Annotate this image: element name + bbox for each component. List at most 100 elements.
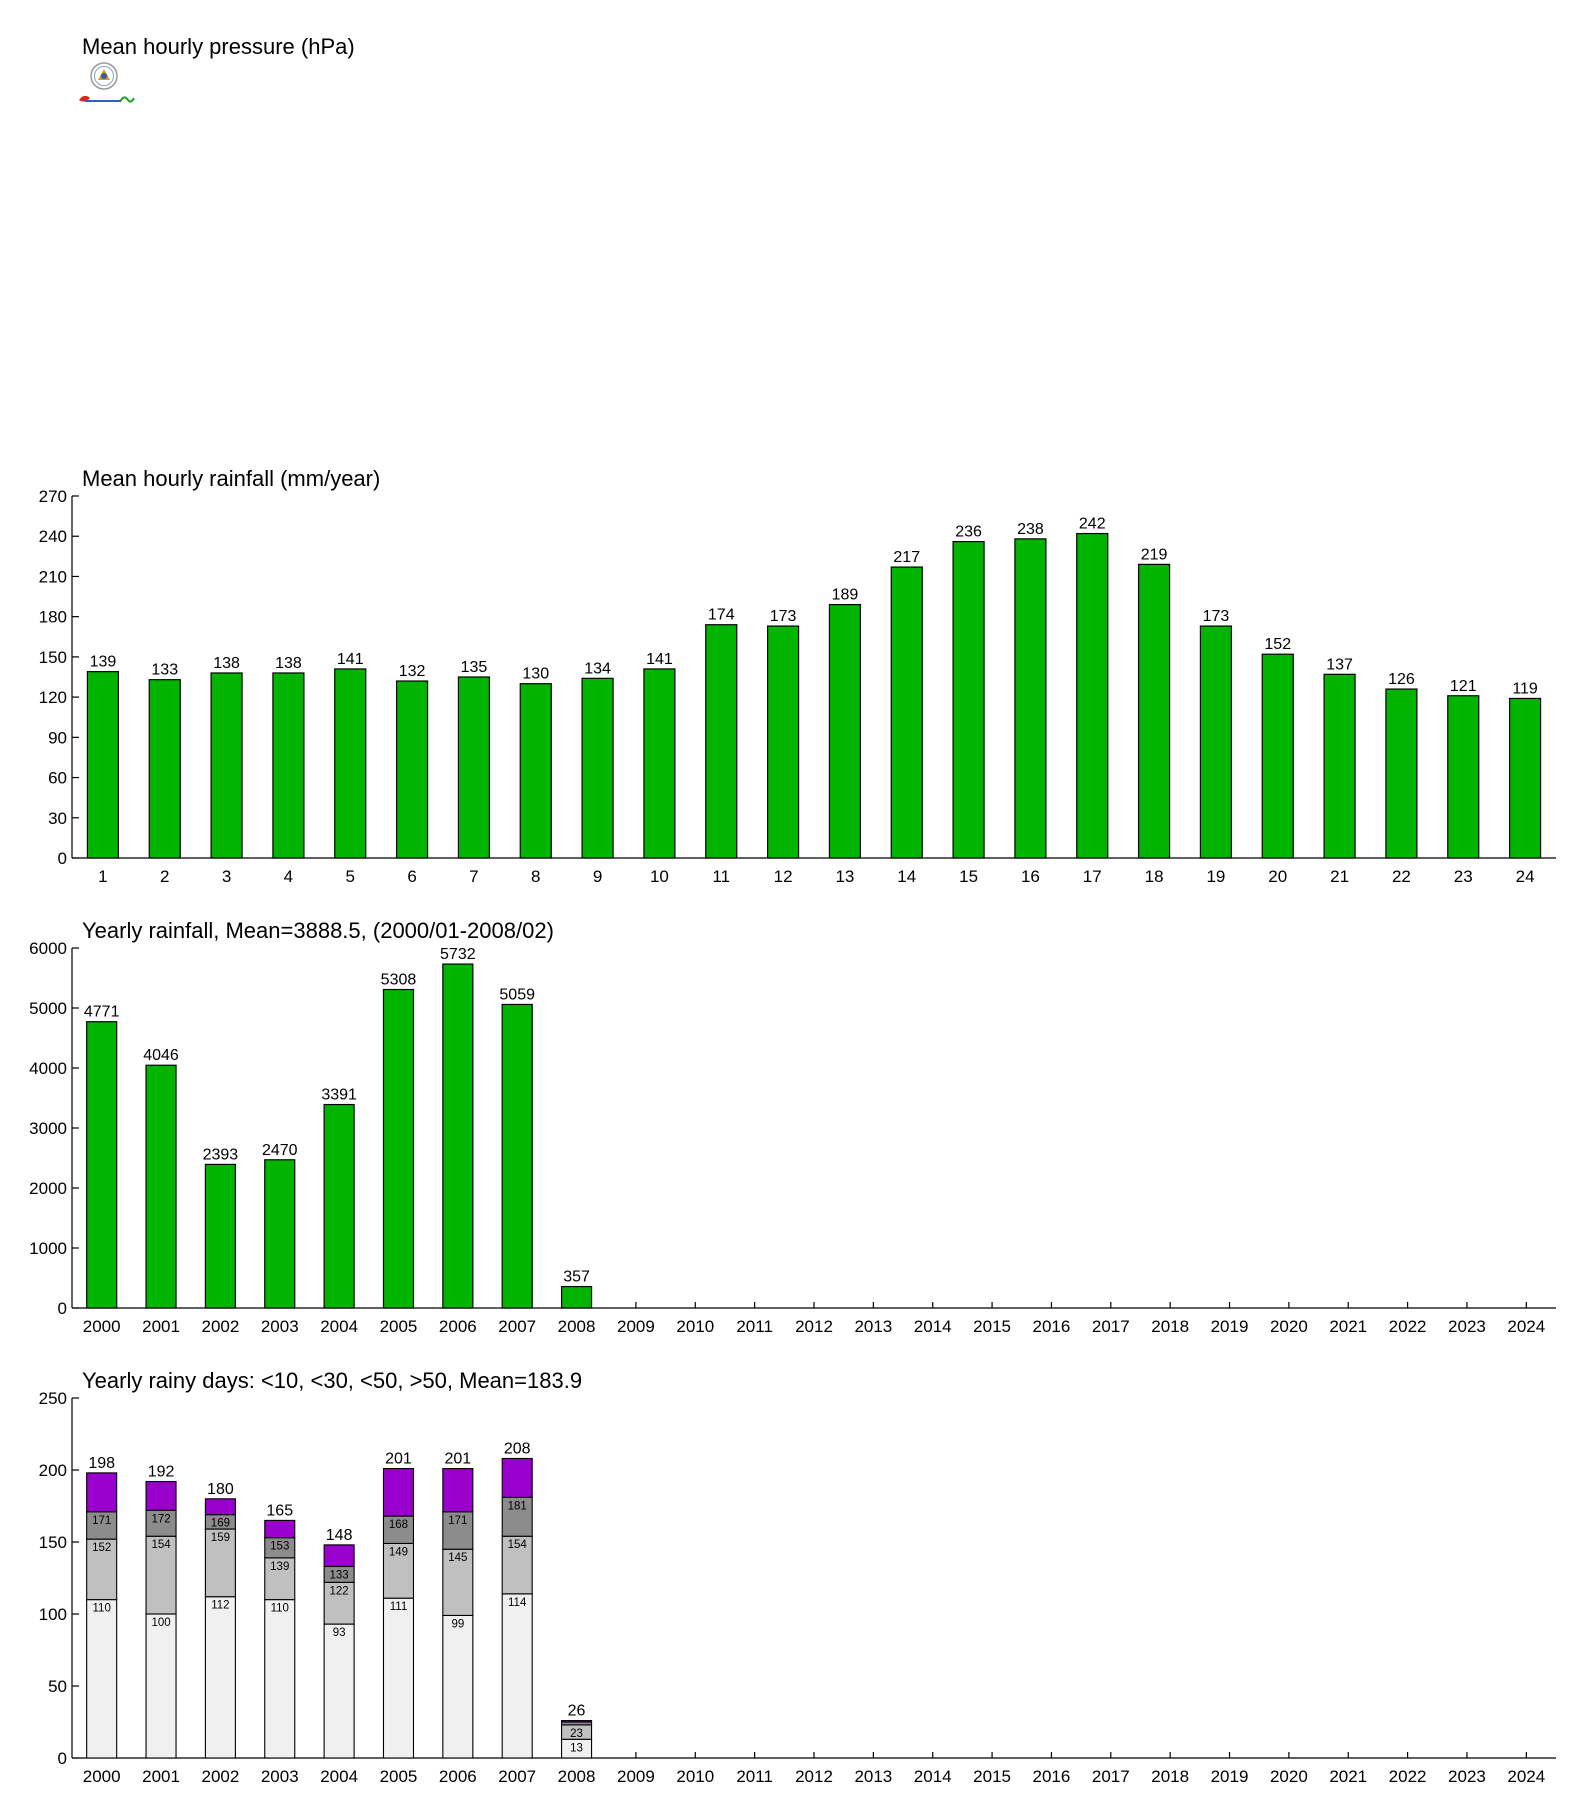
x-tick-label: 14 bbox=[897, 867, 916, 886]
stack-segment-lt30 bbox=[323, 1581, 355, 1625]
x-tick-label: 2001 bbox=[142, 1767, 180, 1786]
x-tick-label: 2022 bbox=[1389, 1767, 1427, 1786]
x-tick-label: 2013 bbox=[854, 1317, 892, 1336]
x-tick-label: 2016 bbox=[1033, 1767, 1071, 1786]
x-tick-label: 2000 bbox=[83, 1317, 121, 1336]
bar bbox=[145, 1064, 177, 1309]
x-tick-label: 19 bbox=[1206, 867, 1225, 886]
segment-boundary-label: 23 bbox=[570, 1728, 583, 1740]
bar-value-label: 132 bbox=[399, 663, 426, 680]
bar bbox=[1508, 697, 1542, 859]
stack-segment-total bbox=[86, 1472, 118, 1513]
bar bbox=[148, 679, 181, 859]
bar-value-label: 5308 bbox=[381, 972, 417, 989]
segment-boundary-label: 181 bbox=[508, 1500, 527, 1512]
x-tick-label: 1 bbox=[98, 867, 107, 886]
bar bbox=[1076, 532, 1109, 859]
stack-segment-total bbox=[442, 1468, 474, 1513]
segment-boundary-label: 122 bbox=[330, 1585, 349, 1597]
x-tick-label: 2002 bbox=[201, 1317, 239, 1336]
segment-boundary-label: 111 bbox=[390, 1601, 407, 1613]
x-tick-label: 2010 bbox=[676, 1317, 714, 1336]
stack-segment-total bbox=[264, 1519, 296, 1539]
stack-segment-total bbox=[145, 1480, 177, 1511]
stack-segment-lt10 bbox=[323, 1623, 355, 1759]
segment-boundary-label: 112 bbox=[211, 1600, 229, 1612]
bar-value-label: 130 bbox=[522, 666, 549, 683]
bar bbox=[890, 566, 923, 859]
x-tick-label: 12 bbox=[774, 867, 793, 886]
bar-total-label: 180 bbox=[207, 1481, 234, 1498]
x-tick-label: 2012 bbox=[795, 1767, 833, 1786]
y-tick-label: 150 bbox=[39, 648, 67, 667]
y-tick-label: 6000 bbox=[29, 939, 67, 958]
stack-segment-lt10 bbox=[501, 1593, 533, 1759]
bar-value-label: 3391 bbox=[321, 1087, 357, 1104]
bar-value-label: 219 bbox=[1141, 546, 1168, 563]
bar bbox=[560, 1285, 593, 1309]
y-tick-label: 240 bbox=[39, 527, 67, 546]
x-tick-label: 10 bbox=[650, 867, 669, 886]
stack-segment-total bbox=[382, 1468, 415, 1517]
bar-value-label: 236 bbox=[955, 524, 982, 541]
segment-boundary-label: 110 bbox=[93, 1603, 111, 1615]
bar-value-label: 189 bbox=[832, 587, 859, 604]
x-tick-label: 2003 bbox=[261, 1317, 299, 1336]
stack-segment-lt50 bbox=[442, 1511, 474, 1550]
x-tick-label: 2009 bbox=[617, 1317, 655, 1336]
bar-value-label: 152 bbox=[1264, 636, 1291, 653]
stack-segment-lt10 bbox=[204, 1596, 236, 1759]
stack-segment-total bbox=[204, 1498, 236, 1516]
segment-boundary-label: 171 bbox=[92, 1515, 111, 1527]
bar-value-label: 134 bbox=[584, 660, 611, 677]
yearly-rainy-days-chart: Yearly rainy days: <10, <30, <50, >50, M… bbox=[39, 1368, 1556, 1786]
segment-boundary-label: 149 bbox=[389, 1546, 408, 1558]
x-tick-label: 11 bbox=[712, 867, 730, 886]
bar-value-label: 2393 bbox=[203, 1146, 239, 1163]
x-tick-label: 18 bbox=[1145, 867, 1164, 886]
bar-total-label: 201 bbox=[444, 1451, 471, 1468]
stack-segment-lt10 bbox=[442, 1614, 474, 1759]
segment-boundary-label: 153 bbox=[270, 1541, 289, 1553]
x-tick-label: 2005 bbox=[380, 1767, 418, 1786]
y-tick-label: 270 bbox=[39, 487, 67, 506]
x-tick-label: 3 bbox=[222, 867, 231, 886]
segment-boundary-label: 154 bbox=[508, 1539, 528, 1551]
x-tick-label: 2021 bbox=[1329, 1317, 1367, 1336]
x-tick-label: 2002 bbox=[201, 1767, 239, 1786]
bar bbox=[1137, 563, 1171, 859]
stack-segment-lt10 bbox=[382, 1597, 415, 1759]
bar-total-label: 208 bbox=[504, 1440, 531, 1457]
stack-segment-lt50 bbox=[145, 1509, 177, 1537]
segment-boundary-label: 110 bbox=[271, 1603, 289, 1615]
bar-value-label: 126 bbox=[1388, 671, 1415, 688]
storm-lab-logo bbox=[79, 62, 135, 103]
bar-total-label: 192 bbox=[148, 1464, 175, 1481]
x-tick-label: 2 bbox=[160, 867, 169, 886]
x-tick-label: 2008 bbox=[558, 1767, 596, 1786]
bar bbox=[501, 1003, 533, 1309]
x-tick-label: 2011 bbox=[736, 1317, 773, 1336]
segment-boundary-label: 171 bbox=[448, 1515, 467, 1527]
bar bbox=[86, 671, 120, 859]
bar-value-label: 357 bbox=[563, 1269, 590, 1286]
chart-title: Yearly rainy days: <10, <30, <50, >50, M… bbox=[82, 1368, 582, 1393]
x-tick-label: 2020 bbox=[1270, 1317, 1308, 1336]
segment-boundary-label: 93 bbox=[333, 1627, 346, 1639]
x-tick-label: 2015 bbox=[973, 1767, 1011, 1786]
stack-segment-total bbox=[323, 1544, 355, 1568]
stack-segment-lt50 bbox=[501, 1496, 533, 1537]
bar-value-label: 137 bbox=[1326, 656, 1353, 673]
x-tick-label: 9 bbox=[593, 867, 602, 886]
x-tick-label: 4 bbox=[284, 867, 293, 886]
x-tick-label: 8 bbox=[531, 867, 540, 886]
bar-value-label: 5059 bbox=[499, 986, 535, 1003]
bar-value-label: 238 bbox=[1017, 521, 1044, 538]
x-tick-label: 24 bbox=[1516, 867, 1535, 886]
y-tick-label: 0 bbox=[58, 1299, 67, 1318]
bar bbox=[334, 668, 367, 859]
x-tick-label: 2019 bbox=[1211, 1317, 1249, 1336]
x-tick-label: 17 bbox=[1083, 867, 1102, 886]
bar-value-label: 174 bbox=[708, 607, 735, 624]
x-tick-label: 2018 bbox=[1151, 1767, 1189, 1786]
